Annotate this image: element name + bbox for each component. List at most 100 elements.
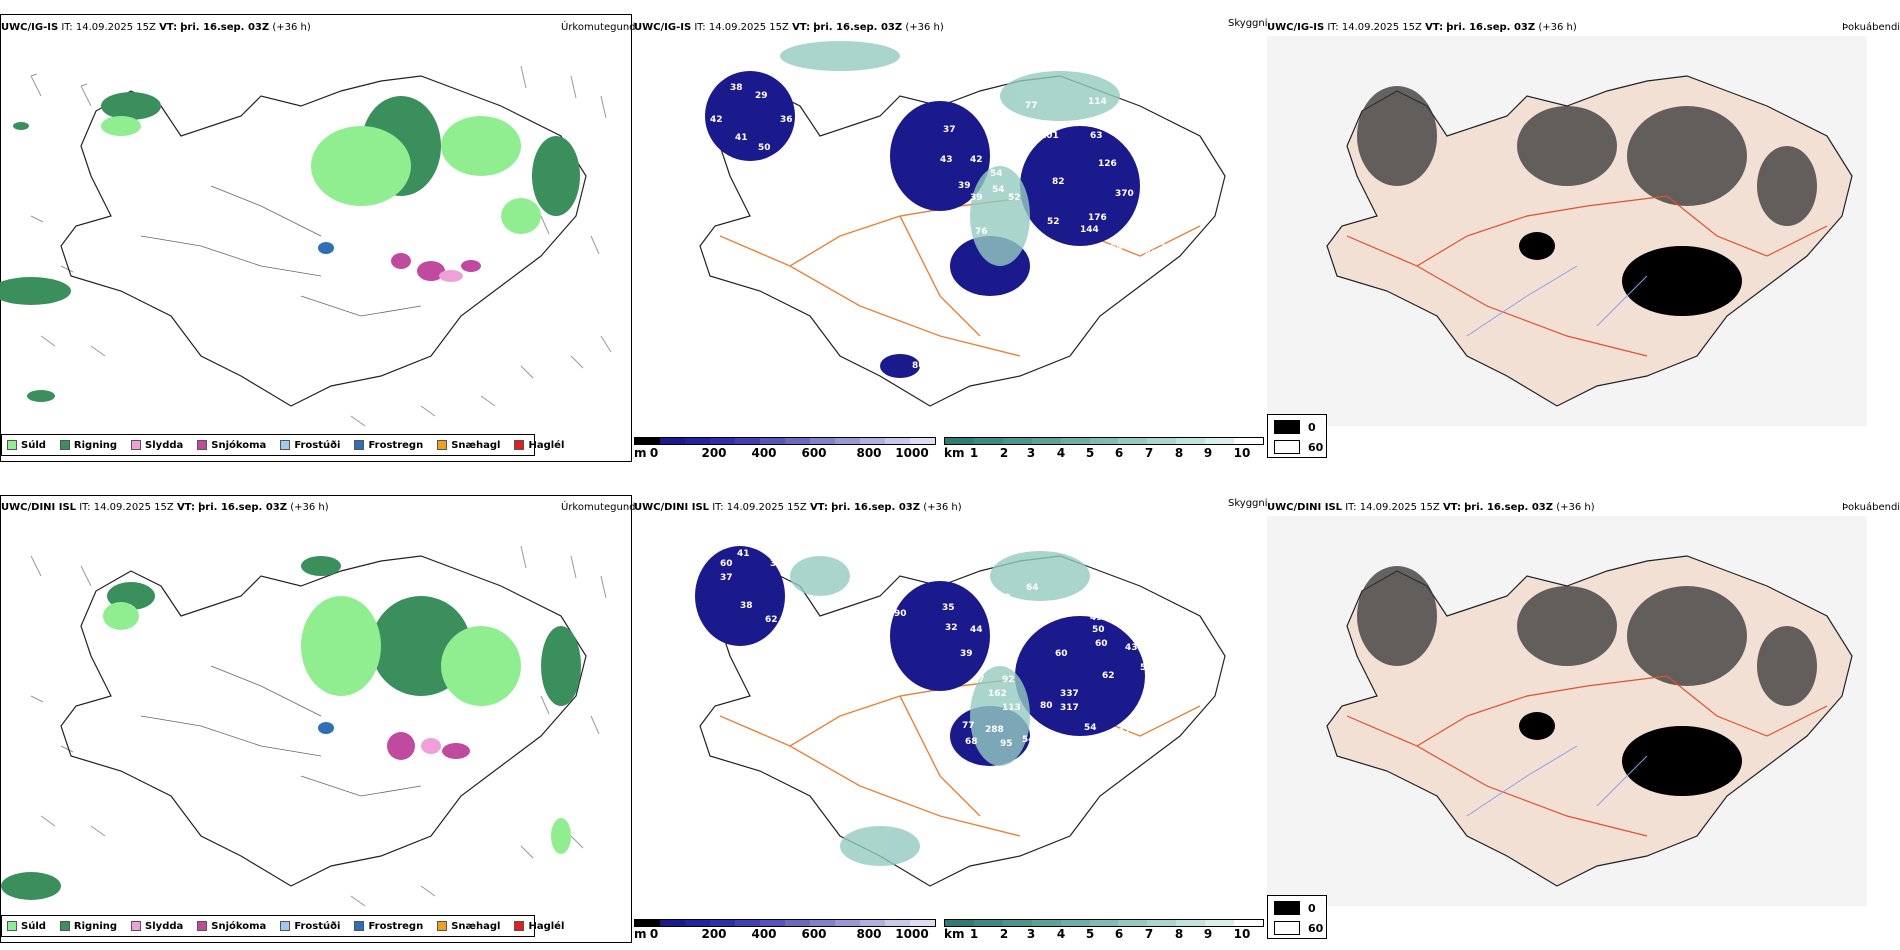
cloud-panel-header: UWC/DINI ISL IT: 14.09.2025 15Z VT: þri.… <box>634 502 962 513</box>
cloud-base-label: 28 <box>882 593 895 603</box>
fog-legend-swatch-dense <box>1274 420 1300 434</box>
rivers <box>1466 745 1648 817</box>
cloud-base-label: 42 <box>710 115 723 125</box>
roads <box>1346 675 1828 837</box>
legend-swatch <box>7 921 17 931</box>
fog-legend: 0 60 <box>1267 895 1327 939</box>
legend-item-haglel: Haglél <box>514 921 564 932</box>
legend-item-snaehagl: Snæhagl <box>437 440 500 451</box>
cloud-base-label: 36 <box>780 115 793 125</box>
legend-swatch <box>437 440 448 450</box>
cloud-base-label: 84 <box>732 225 745 235</box>
cloud-base-label: 50 <box>758 143 771 153</box>
cloud-base-label: 42 <box>970 155 983 165</box>
drizzle-areas <box>101 116 541 234</box>
legend-item-suld: Súld <box>7 921 46 932</box>
visibility-areas <box>780 41 1120 266</box>
cloud-base-label: 39 <box>1145 625 1158 635</box>
cloud-base-label: 129 <box>750 685 769 695</box>
row-1: UWC/IG-IS IT: 14.09.2025 15Z VT: þri. 16… <box>0 14 1900 462</box>
cloud-base-label: 126 <box>1098 159 1117 169</box>
precip-legend: Súld Rigning Slydda Snjókoma Frostúði Fr… <box>1 434 564 456</box>
legend-item-frostudi: Frostúði <box>280 440 340 451</box>
cloud-base-label: 42 <box>788 617 801 627</box>
cloud-base-label: 68 <box>895 715 908 725</box>
cloud-base-label: 97 <box>1060 293 1073 303</box>
cloud-base-label: 370 <box>1115 189 1134 199</box>
fog-legend-swatch-clear <box>1274 440 1300 454</box>
cloud-base-label: 118 <box>750 659 769 669</box>
cloud-map: 43 41 60 33 37 40 38 62 42 57 49 118 92 … <box>695 533 1226 887</box>
legend-swatch <box>514 921 525 931</box>
cloud-base-label: 68 <box>1146 215 1159 225</box>
iceland-outline <box>60 75 587 407</box>
fog-legend: 0 60 <box>1267 414 1327 458</box>
legend-swatch <box>437 921 448 931</box>
sleet-areas <box>439 270 463 282</box>
precip-panel-frame <box>0 495 632 943</box>
cloud-base-label: 86 <box>912 361 925 371</box>
cloud-base-label: 54 <box>1145 689 1158 699</box>
cloud-base-label: 77 <box>962 721 975 731</box>
low-cloud-areas <box>705 71 1140 378</box>
cloud-base-label: 57 <box>790 643 803 653</box>
freezing-rain-areas <box>318 242 334 254</box>
cloud-base-label: 76 <box>975 227 988 237</box>
cloud-base-label: 144 <box>1080 225 1099 235</box>
cloud-base-label: 162 <box>988 689 1007 699</box>
cloud-base-label: 53 <box>1040 259 1053 269</box>
fog-panel-header: UWC/IG-IS IT: 14.09.2025 15Z VT: þri. 16… <box>1267 22 1577 33</box>
legend-item-frostudi: Frostúði <box>280 921 340 932</box>
visibility-colorbar <box>944 919 1264 927</box>
cloud-base-label: 54 <box>990 169 1003 179</box>
cloud-base-label: 13 <box>1060 799 1073 809</box>
fog-areas <box>1357 566 1817 706</box>
precip-panel-header: UWC/DINI ISL IT: 14.09.2025 15Z VT: þri.… <box>1 502 329 513</box>
legend-swatch <box>131 440 142 450</box>
fog-dense <box>1519 712 1742 796</box>
cloud-base-label: 54 <box>1084 723 1097 733</box>
cloud-base-label: 63 <box>1180 645 1193 655</box>
cloud-base-label: 43 <box>1058 259 1071 269</box>
cloud-map: 47 38 29 42 36 41 50 45 58 34 79 37 35 7… <box>699 41 1226 407</box>
legend-item-rigning: Rigning <box>59 440 117 451</box>
legend-item-haglel: Haglél <box>514 440 564 451</box>
fog-panel-title: Þokuábendi <box>1842 502 1900 513</box>
fog-legend-swatch-clear <box>1274 921 1300 935</box>
cloud-base-label: 77 <box>1025 101 1038 111</box>
legend-item-rigning: Rigning <box>59 921 117 932</box>
roads <box>1346 195 1828 357</box>
cloud-base-label: 337 <box>1060 689 1079 699</box>
legend-swatch <box>514 440 525 450</box>
roads <box>719 675 1201 837</box>
cloud-base-label: 29 <box>755 91 768 101</box>
drizzle-areas <box>103 596 571 854</box>
precip-panel-title: Úrkomutegund <box>561 22 636 33</box>
legend-item-snaehagl: Snæhagl <box>437 921 500 932</box>
legend-swatch <box>7 440 17 450</box>
cloud-base-label: 58 <box>780 179 793 189</box>
cloud-base-label: 38 <box>740 601 753 611</box>
cloud-height-colorbar <box>634 919 936 927</box>
legend-swatch <box>354 921 365 931</box>
cloud-base-label: 83 <box>1025 121 1038 131</box>
sleet-areas <box>421 738 441 754</box>
cloud-base-label: 89 <box>895 241 908 251</box>
cloud-base-label: 36 <box>1160 243 1173 253</box>
rain-areas <box>0 92 580 402</box>
cloud-base-label: 41 <box>735 133 748 143</box>
wind-barbs <box>30 65 612 427</box>
cloud-base-label: 35 <box>942 603 955 613</box>
cloud-base-label: 32 <box>945 623 958 633</box>
freezing-rain-areas <box>318 722 334 734</box>
legend-item-slydda: Slydda <box>131 440 183 451</box>
cloud-base-label: 37 <box>943 125 956 135</box>
fog-map <box>1267 516 1867 906</box>
cloud-base-label: 101 <box>1040 131 1059 141</box>
cloud-base-label: 80 <box>1040 701 1053 711</box>
cloud-base-label: 37 <box>1002 611 1015 621</box>
legend-swatch <box>197 921 208 931</box>
rivers <box>1466 265 1648 337</box>
legend-item-suld: Súld <box>7 440 46 451</box>
cloud-base-label: 82 <box>1052 177 1065 187</box>
